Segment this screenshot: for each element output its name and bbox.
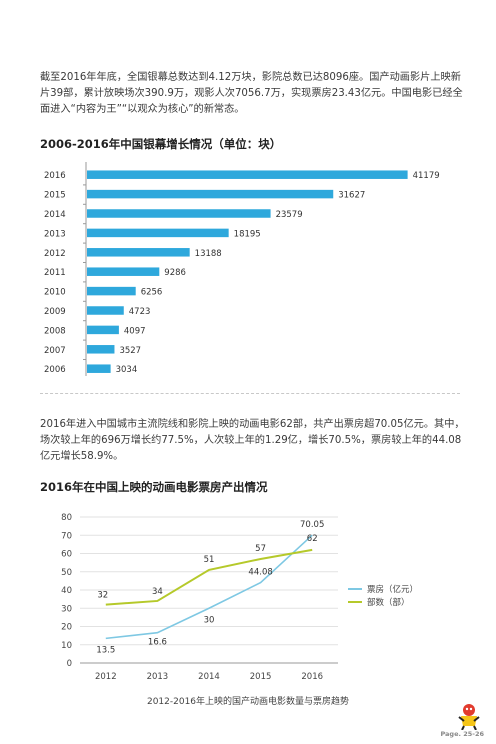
bar-category-label: 2007 — [44, 346, 66, 356]
bar-2010 — [87, 286, 136, 296]
bar-value-label: 31627 — [338, 191, 365, 201]
section-divider — [40, 393, 460, 394]
point-value-label: 44.08 — [248, 568, 272, 578]
y-tick-label: 30 — [61, 604, 72, 614]
bar-2006 — [87, 364, 111, 373]
bar-category-label: 2012 — [44, 249, 66, 259]
bar-value-label: 9286 — [164, 268, 186, 278]
x-tick-label: 2012 — [95, 672, 117, 682]
y-tick-label: 80 — [61, 513, 72, 523]
bar-category-label: 2014 — [44, 210, 66, 220]
page-number: Page. 25-26 — [440, 730, 484, 738]
point-value-label: 16.6 — [148, 638, 167, 648]
bar-2009 — [87, 306, 124, 315]
x-tick-label: 2016 — [301, 672, 323, 682]
bar-value-label: 4723 — [129, 307, 151, 317]
point-value-label: 34 — [152, 587, 163, 597]
animation-box-office-line-chart: 0 10 20 30 40 50 60 70 80 2012 2013 2014 2015 2016 13.… — [61, 513, 418, 682]
y-tick-label: 20 — [61, 623, 72, 633]
intro-paragraph: 截至2016年年底，全国银幕总数达到4.12万块，影院总数已达8096座。国产动… — [40, 72, 463, 115]
bar-value-label: 23579 — [276, 210, 303, 220]
bar-value-label: 41179 — [413, 171, 440, 181]
point-value-label: 51 — [204, 555, 215, 565]
screen-growth-bar-chart: 2016 41179 2015 31627 2014 23579 2013 18195 2012… — [44, 162, 440, 376]
bar-2008 — [87, 325, 119, 335]
bar-category-label: 2006 — [44, 365, 66, 375]
y-tick-label: 60 — [61, 550, 72, 560]
film-count-line — [105, 548, 313, 606]
bar-value-label: 18195 — [234, 229, 261, 239]
bar-category-label: 2008 — [44, 326, 66, 336]
bar-value-label: 3527 — [119, 346, 141, 356]
bar-value-label: 13188 — [195, 249, 222, 259]
box-office-line — [105, 534, 313, 640]
bar-category-label: 2015 — [44, 191, 66, 201]
line-chart-title: 2016年在中国上映的动画电影票房产出情况 — [40, 480, 268, 494]
bar-chart-title: 2006-2016年中国银幕增长情况（单位：块） — [40, 137, 282, 151]
bar-category-label: 2009 — [44, 307, 66, 317]
bar-category-label: 2016 — [44, 171, 66, 181]
point-value-label: 32 — [97, 591, 108, 601]
bar-2011 — [87, 267, 160, 276]
bar-value-label: 6256 — [141, 288, 163, 298]
bar-value-label: 3034 — [116, 365, 138, 375]
y-tick-label: 70 — [61, 531, 72, 541]
bar-2007 — [87, 345, 115, 354]
x-tick-label: 2015 — [250, 672, 272, 682]
y-tick-label: 40 — [61, 586, 72, 596]
bar-2012 — [87, 248, 190, 257]
line-chart-caption: 2012-2016年上映的国产动画电影数量与票房趋势 — [146, 697, 350, 707]
bar-category-label: 2013 — [44, 229, 66, 239]
legend-label-film-count-line: 部数（部） — [367, 597, 410, 608]
bar-2016 — [87, 170, 408, 179]
y-tick-label: 50 — [61, 568, 72, 578]
y-tick-label: 0 — [67, 659, 72, 669]
bar-category-label: 2011 — [44, 268, 66, 278]
bar-value-label: 4097 — [124, 326, 146, 336]
point-value-label: 57 — [255, 544, 266, 554]
point-value-label: 62 — [307, 534, 318, 544]
point-value-label: 30 — [204, 615, 215, 625]
bar-2013 — [87, 228, 229, 238]
mascot-icon — [458, 704, 480, 730]
animation-paragraph: 2016年进入中国城市主流院线和影院上映的动画电影62部，共产出票房超70.05… — [40, 419, 465, 462]
point-value-label: 70.05 — [300, 520, 324, 530]
bar-2014 — [87, 209, 271, 218]
bar-category-label: 2010 — [44, 288, 66, 298]
x-tick-label: 2013 — [147, 672, 169, 682]
point-value-label: 13.5 — [96, 645, 115, 655]
x-tick-label: 2014 — [198, 672, 220, 682]
y-tick-label: 10 — [61, 641, 72, 651]
legend-label-box-office-line: 票房（亿元） — [367, 584, 418, 595]
bar-2015 — [87, 189, 334, 199]
